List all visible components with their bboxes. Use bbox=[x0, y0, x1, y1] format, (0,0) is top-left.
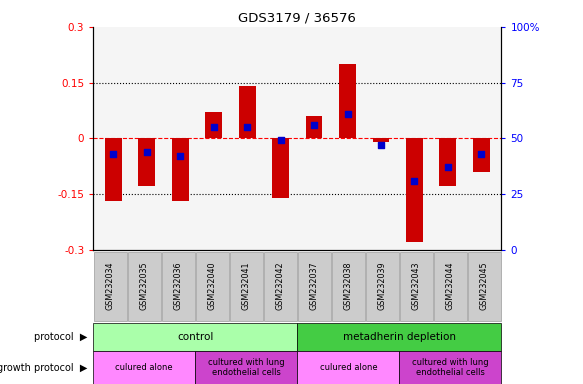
Text: metadherin depletion: metadherin depletion bbox=[343, 332, 456, 342]
Bar bbox=[373, 138, 389, 142]
Text: GSM232039: GSM232039 bbox=[378, 262, 387, 310]
Bar bbox=[272, 138, 289, 198]
Bar bbox=[138, 138, 155, 187]
Text: cultured with lung
endothelial cells: cultured with lung endothelial cells bbox=[208, 358, 285, 377]
Title: GDS3179 / 36576: GDS3179 / 36576 bbox=[238, 11, 356, 24]
Text: GSM232044: GSM232044 bbox=[446, 262, 455, 310]
Text: GSM232037: GSM232037 bbox=[310, 262, 319, 310]
Bar bbox=[440, 138, 456, 187]
Text: GSM232041: GSM232041 bbox=[242, 262, 251, 310]
Text: control: control bbox=[177, 332, 213, 342]
Text: GSM232034: GSM232034 bbox=[106, 262, 115, 310]
Point bbox=[243, 124, 252, 130]
Text: cultured with lung
endothelial cells: cultured with lung endothelial cells bbox=[412, 358, 489, 377]
Text: GSM232035: GSM232035 bbox=[140, 262, 149, 310]
Text: GSM232038: GSM232038 bbox=[344, 262, 353, 310]
Point bbox=[477, 151, 486, 157]
Point bbox=[310, 122, 319, 128]
Text: GSM232045: GSM232045 bbox=[480, 262, 489, 310]
Text: culured alone: culured alone bbox=[319, 363, 377, 372]
Bar bbox=[339, 64, 356, 138]
Bar bbox=[473, 138, 490, 172]
Text: GSM232040: GSM232040 bbox=[208, 262, 217, 310]
Text: protocol  ▶: protocol ▶ bbox=[34, 332, 87, 342]
Point bbox=[343, 111, 352, 117]
Point bbox=[276, 137, 285, 144]
Text: growth protocol  ▶: growth protocol ▶ bbox=[0, 362, 87, 373]
Bar bbox=[239, 86, 255, 138]
Point bbox=[175, 153, 185, 159]
Text: culured alone: culured alone bbox=[115, 363, 173, 372]
Text: GSM232042: GSM232042 bbox=[276, 262, 285, 310]
Bar bbox=[172, 138, 189, 201]
Point bbox=[376, 142, 385, 148]
Point bbox=[142, 149, 152, 155]
Point bbox=[443, 164, 452, 170]
Text: GSM232036: GSM232036 bbox=[174, 262, 183, 310]
Bar bbox=[406, 138, 423, 242]
Point bbox=[209, 124, 219, 130]
Point bbox=[410, 177, 419, 184]
Bar bbox=[205, 112, 222, 138]
Bar bbox=[305, 116, 322, 138]
Point bbox=[108, 151, 118, 157]
Bar bbox=[105, 138, 122, 201]
Text: GSM232043: GSM232043 bbox=[412, 262, 421, 310]
